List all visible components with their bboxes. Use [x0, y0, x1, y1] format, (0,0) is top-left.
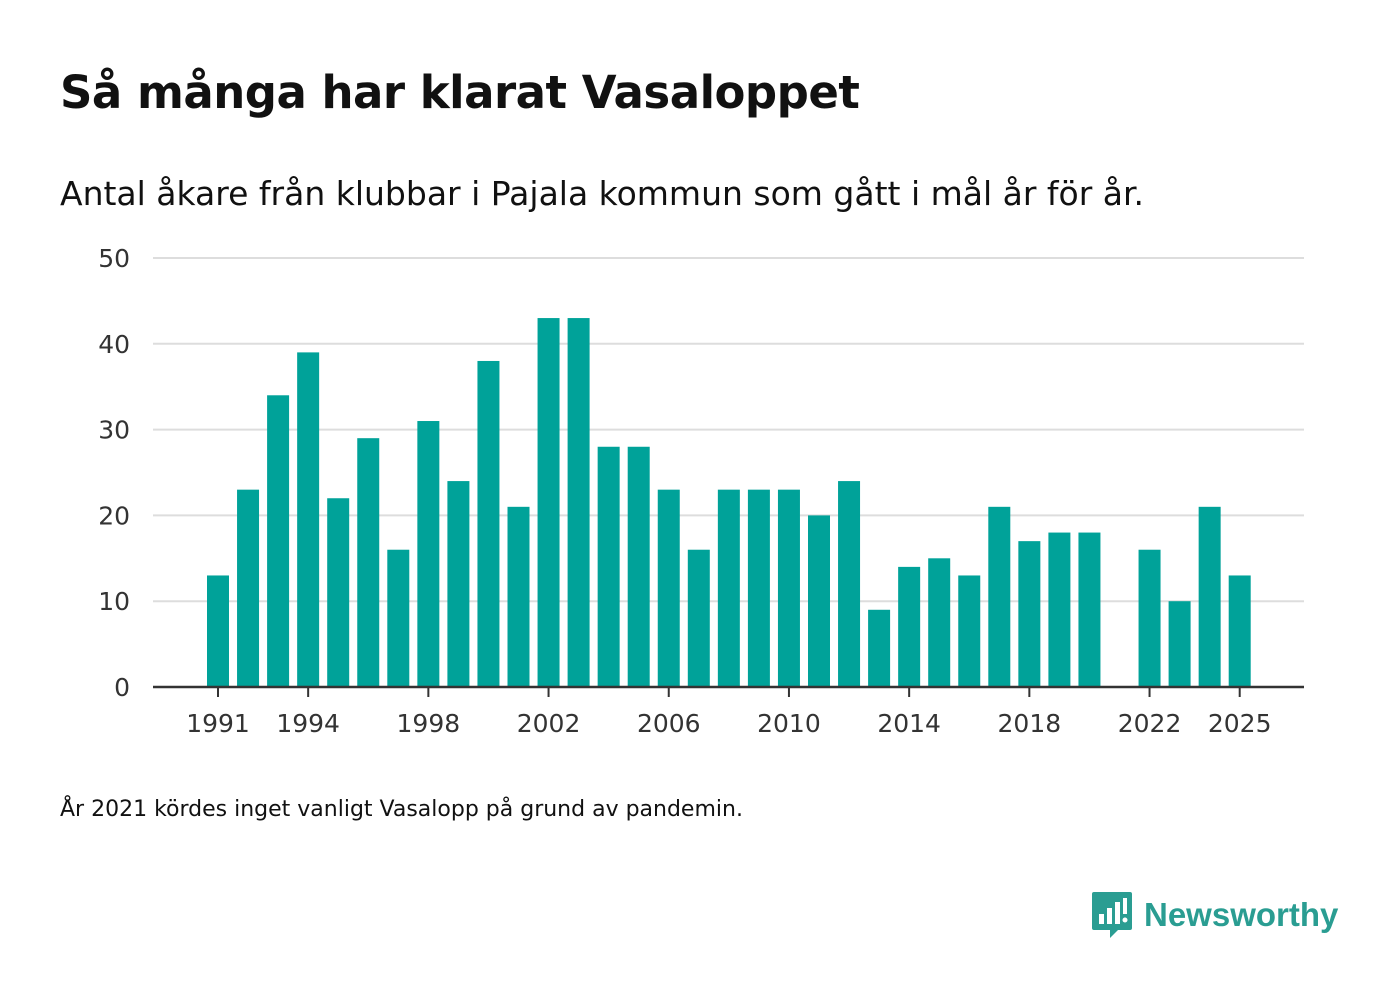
bar-2000	[477, 360, 500, 687]
bar-2009	[747, 489, 770, 687]
bar-1998	[417, 421, 440, 687]
bar-2005	[627, 446, 650, 687]
x-tick-label: 2014	[877, 709, 941, 738]
bar-2010	[777, 489, 800, 687]
bar-2013	[868, 609, 891, 687]
y-tick-label: 10	[98, 587, 130, 616]
bar-2001	[507, 506, 530, 687]
y-tick-label: 50	[98, 244, 130, 273]
y-tick-label: 20	[98, 501, 130, 530]
bar-1993	[267, 395, 290, 687]
bar-2014	[898, 566, 921, 687]
bar-2019	[1048, 532, 1071, 687]
bar-1996	[357, 438, 380, 687]
brand-name: Newsworthy	[1144, 896, 1339, 933]
bar-2022	[1138, 549, 1161, 687]
x-tick-label: 2002	[517, 709, 581, 738]
bar-2012	[838, 481, 861, 687]
y-tick-label: 30	[98, 416, 130, 445]
bar-2023	[1168, 601, 1191, 687]
x-tick-label: 2018	[998, 709, 1062, 738]
bar-2006	[657, 489, 680, 687]
bar-1997	[387, 549, 410, 687]
brand-logo: Newsworthy	[1090, 890, 1338, 940]
bar-2016	[958, 575, 981, 687]
bar-1995	[327, 498, 350, 687]
footnote: År 2021 kördes inget vanligt Vasalopp på…	[60, 797, 743, 822]
bar-2008	[717, 489, 740, 687]
bar-1999	[447, 481, 470, 687]
newsworthy-logo-icon	[1092, 892, 1132, 938]
bar-2015	[928, 558, 951, 687]
x-tick-label: 2006	[637, 709, 701, 738]
bars	[207, 318, 1251, 687]
bar-1994	[297, 352, 320, 687]
x-tick-label: 1998	[397, 709, 461, 738]
bar-2018	[1018, 541, 1041, 687]
x-tick-label: 2025	[1208, 709, 1272, 738]
chart-subtitle: Antal åkare från klubbar i Pajala kommun…	[60, 174, 1145, 213]
x-tick-label: 1991	[186, 709, 250, 738]
bar-2020	[1078, 532, 1101, 687]
bar-1992	[237, 489, 260, 687]
bar-1991	[207, 575, 229, 687]
axes: 0 10 20 30 40 50 1991 1994 1998 2002 2006 2010 2014 2…	[98, 244, 1304, 738]
y-tick-label: 40	[98, 330, 130, 359]
bar-2011	[808, 515, 830, 687]
bar-2024	[1198, 506, 1221, 687]
bar-2002	[537, 318, 560, 687]
chart-title: Så många har klarat Vasaloppet	[60, 66, 860, 119]
x-tick-label: 2022	[1118, 709, 1182, 738]
y-tick-label: 0	[114, 673, 130, 702]
bar-2007	[687, 549, 710, 687]
x-tick-label: 2010	[757, 709, 821, 738]
bar-2003	[567, 318, 590, 687]
bar-2017	[988, 506, 1011, 687]
bar-2025	[1228, 575, 1251, 687]
bar-2004	[597, 446, 620, 687]
bar-chart: 0 10 20 30 40 50 1991 1994 1998 2002 2006 2010 2014 2…	[98, 244, 1304, 738]
x-tick-label: 1994	[276, 709, 340, 738]
